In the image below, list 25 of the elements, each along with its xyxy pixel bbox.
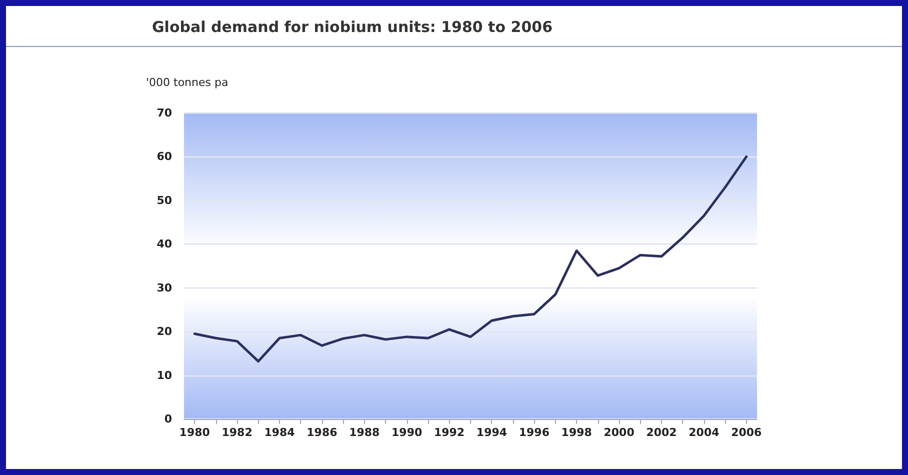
x-tick-label: 2000 bbox=[604, 426, 635, 439]
y-axis-title: '000 tonnes pa bbox=[146, 76, 228, 89]
y-tick-label: 60 bbox=[156, 150, 172, 164]
y-tick-label: 30 bbox=[156, 281, 172, 294]
y-tick-label: 70 bbox=[156, 106, 172, 120]
x-tick-label: 2004 bbox=[688, 426, 720, 439]
y-tick-label: 50 bbox=[156, 194, 172, 207]
x-tick-label: 1980 bbox=[179, 426, 210, 439]
x-tick-label: 1998 bbox=[561, 426, 592, 439]
y-tick-label: 40 bbox=[156, 238, 172, 251]
chart-title: Global demand for niobium units: 1980 to 2006 bbox=[152, 18, 553, 36]
y-tick-label: 10 bbox=[156, 368, 172, 382]
x-tick-label: 1988 bbox=[349, 426, 380, 439]
x-tick-label: 1996 bbox=[518, 426, 550, 439]
x-tick-label: 1990 bbox=[392, 426, 422, 439]
y-tick-label: 0 bbox=[164, 412, 172, 426]
line-series bbox=[193, 155, 748, 363]
x-tick-label: 1994 bbox=[476, 426, 508, 439]
y-tick-label: 20 bbox=[156, 325, 172, 338]
x-tick-label: 2002 bbox=[646, 426, 677, 439]
x-tick-label: 2006 bbox=[731, 426, 762, 439]
x-tick-label: 1992 bbox=[434, 426, 465, 439]
x-tick-label: 1982 bbox=[222, 426, 252, 439]
x-tick-label: 1986 bbox=[306, 426, 338, 439]
x-tick-label: 1984 bbox=[264, 426, 296, 439]
